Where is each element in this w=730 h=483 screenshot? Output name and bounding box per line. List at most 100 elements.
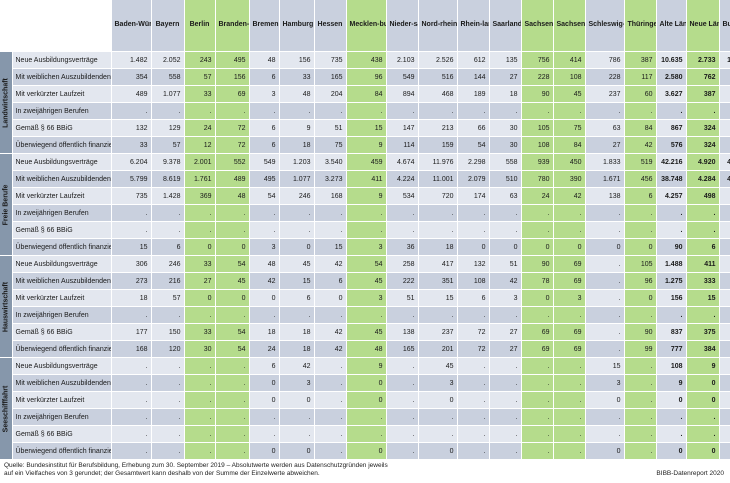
table-cell: .	[314, 221, 347, 239]
table-cell: .	[215, 425, 250, 443]
row-label: Neue Ausbildungsverträge	[12, 357, 112, 375]
table-cell: 552	[215, 153, 250, 171]
table-cell: 132	[111, 119, 152, 137]
group-label-cell: Freie Berufe	[0, 153, 13, 256]
table-cell: 939	[521, 153, 554, 171]
table-cell: 9	[656, 374, 687, 392]
table-cell: 468	[418, 85, 458, 103]
table-cell: 3	[489, 289, 522, 307]
table-cell: 6	[249, 68, 280, 86]
table-cell: .	[585, 306, 625, 324]
table-cell: .	[489, 442, 522, 460]
column-header: Nieder-sachsen	[386, 0, 419, 52]
table-cell: 0	[521, 238, 554, 256]
table-cell: 549	[386, 68, 419, 86]
table-cell: 237	[585, 85, 625, 103]
table-cell: .	[111, 391, 152, 409]
table-cell: .	[719, 221, 730, 239]
row-label: Gemäß § 66 BBiG	[12, 425, 112, 443]
table-cell: 117	[719, 357, 730, 375]
table-cell: .	[489, 357, 522, 375]
table-cell: .	[386, 442, 419, 460]
table-cell: 2.079	[457, 170, 490, 188]
table-cell: 1.203	[279, 153, 315, 171]
row-label: Mit weiblichen Auszubildenden	[12, 272, 112, 290]
table-cell: 1.275	[656, 272, 687, 290]
table-cell: 3	[346, 238, 387, 256]
table-cell: .	[151, 204, 185, 222]
table-cell: .	[215, 391, 250, 409]
data-table: Baden-WürttembergBayernBerlinBranden-bur…	[0, 0, 730, 460]
table-cell: 0	[585, 238, 625, 256]
table-cell: 129	[151, 119, 185, 137]
table-cell: .	[656, 204, 687, 222]
table-cell: 54	[346, 255, 387, 273]
table-cell: 48	[215, 187, 250, 205]
table-cell: .	[457, 221, 490, 239]
table-cell: 84	[346, 85, 387, 103]
table-cell: .	[386, 221, 419, 239]
table-cell: 324	[686, 119, 720, 137]
table-cell: 57	[151, 136, 185, 154]
table-cell: 4.755	[719, 187, 730, 205]
table-cell: 30	[489, 136, 522, 154]
table-cell: .	[249, 221, 280, 239]
row-label: Überwiegend öffentlich finanziert	[12, 340, 112, 358]
column-header: Alte Länder	[656, 0, 687, 52]
table-cell: .	[151, 391, 185, 409]
table-cell: 42	[314, 340, 347, 358]
table-cell: 15	[585, 357, 625, 375]
table-row: In zweijährigen Berufen.................…	[0, 204, 730, 222]
table-cell: .	[249, 306, 280, 324]
table-cell: 1.833	[585, 153, 625, 171]
table-cell: 72	[457, 323, 490, 341]
table-cell: .	[111, 408, 152, 426]
table-cell: .	[489, 204, 522, 222]
table-cell: .	[585, 221, 625, 239]
corner-cell-label	[12, 0, 112, 52]
table-cell: 2.052	[151, 51, 185, 69]
table-cell: 3	[585, 374, 625, 392]
table-cell: 138	[585, 187, 625, 205]
column-header: Hamburg	[279, 0, 315, 52]
table-cell: 18	[418, 238, 458, 256]
table-cell: 63	[585, 119, 625, 137]
table-cell: 0	[314, 289, 347, 307]
table-cell: 0	[489, 238, 522, 256]
table-cell: .	[457, 102, 490, 120]
table-cell: 1.761	[184, 170, 216, 188]
table-cell: 15	[418, 289, 458, 307]
table-cell: 2.298	[457, 153, 490, 171]
table-cell: 387	[686, 85, 720, 103]
table-row: Hauswirtschaft Neue Ausbildungsverträge 30…	[0, 255, 730, 358]
table-cell: .	[521, 425, 554, 443]
table-cell: 0	[346, 391, 387, 409]
table-cell: .	[553, 408, 586, 426]
table-cell: .	[151, 408, 185, 426]
table-cell: .	[656, 221, 687, 239]
table-cell: .	[457, 306, 490, 324]
table-cell: 306	[111, 255, 152, 273]
table-row: Mit verkürzter Laufzeit.... 0 0. 0. 0.... 0. 0…	[0, 391, 730, 409]
table-cell: 3.540	[314, 153, 347, 171]
table-cell: 837	[656, 323, 687, 341]
row-label: Gemäß § 66 BBiG	[12, 323, 112, 341]
table-cell: .	[418, 102, 458, 120]
table-cell: 204	[314, 85, 347, 103]
table-cell: 105	[624, 255, 657, 273]
table-cell: 246	[151, 255, 185, 273]
table-cell: 777	[656, 340, 687, 358]
table-cell: .	[457, 408, 490, 426]
table-cell: 5.799	[111, 170, 152, 188]
table-cell: 3	[553, 289, 586, 307]
row-label: Mit verkürzter Laufzeit	[12, 289, 112, 307]
table-cell: 18	[279, 323, 315, 341]
group-label: Seeschifffahrt	[2, 385, 10, 432]
table-cell: .	[184, 425, 216, 443]
table-cell: 9	[346, 357, 387, 375]
table-cell: 0	[249, 374, 280, 392]
column-header: Bayern	[151, 0, 185, 52]
table-cell: 75	[553, 119, 586, 137]
table-cell: 558	[151, 68, 185, 86]
table-cell: 0	[184, 289, 216, 307]
